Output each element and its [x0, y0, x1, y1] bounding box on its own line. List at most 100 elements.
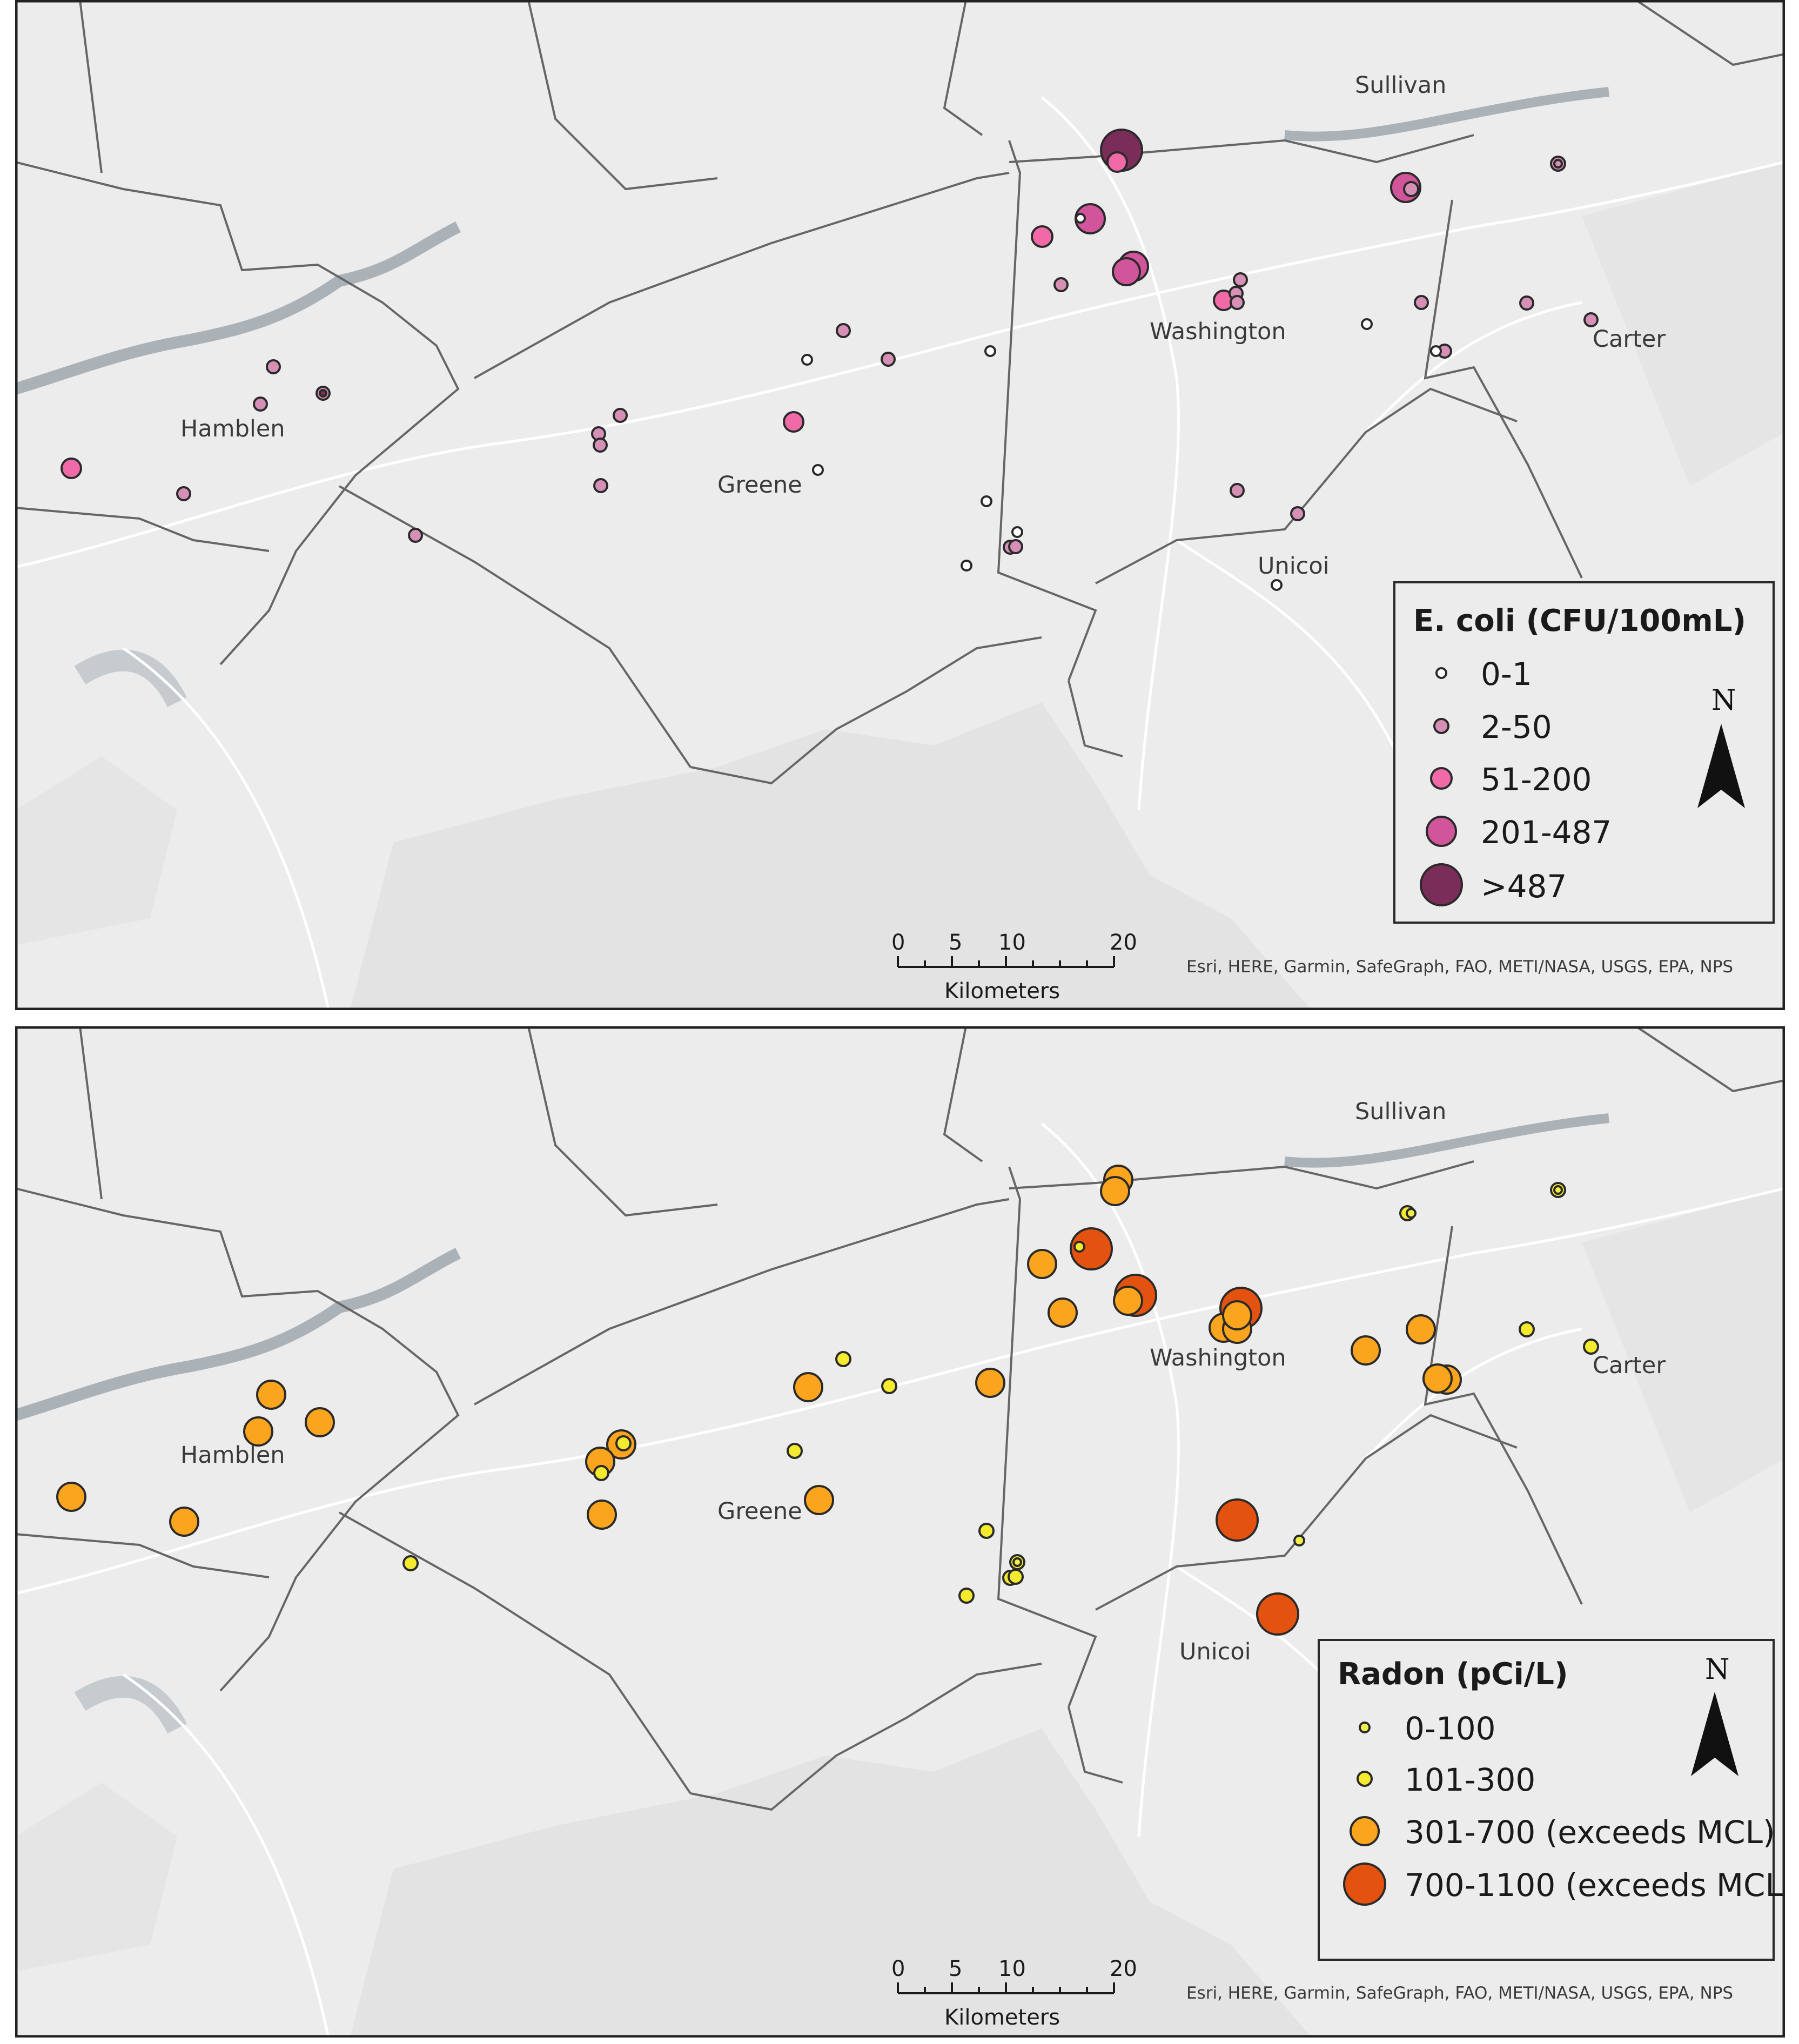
- place-label-greene: Greene: [717, 472, 802, 499]
- scale-bar: 0 5 10 20 Kilometers: [891, 1956, 1137, 2030]
- legend-symbol-700-1100: [1343, 1863, 1386, 1906]
- place-label-hamblen: Hamblen: [180, 415, 285, 442]
- place-label-sullivan: Sullivan: [1355, 1098, 1446, 1125]
- legend-symbol-gt487: [1420, 863, 1463, 906]
- ecoli-point: [1430, 345, 1442, 357]
- ecoli-point: [812, 464, 824, 476]
- legend-label: 2-50: [1481, 709, 1552, 745]
- place-label-unicoi: Unicoi: [1179, 1638, 1251, 1665]
- radon-point: [1027, 1249, 1057, 1279]
- radon-point: [1553, 1185, 1563, 1195]
- legend-label: >487: [1481, 868, 1567, 905]
- ecoli-point: [981, 495, 992, 507]
- attribution: Esri, HERE, Garmin, SafeGraph, FAO, METI…: [1186, 957, 1733, 977]
- radon-point: [1048, 1297, 1078, 1328]
- ecoli-point: [1106, 151, 1128, 173]
- legend-symbol-301-700: [1350, 1816, 1380, 1846]
- radon-point: [615, 1435, 632, 1451]
- ecoli-point: [1583, 312, 1599, 327]
- radon-point: [1293, 1535, 1305, 1547]
- radon-point: [1519, 1321, 1535, 1337]
- radon-point: [243, 1416, 273, 1447]
- legend-symbol-51-200: [1430, 767, 1453, 790]
- legend-label: 51-200: [1481, 761, 1592, 798]
- ecoli-point: [613, 408, 628, 423]
- place-label-carter: Carter: [1593, 326, 1666, 353]
- svg-text:20: 20: [1110, 1956, 1137, 1981]
- place-label-greene: Greene: [717, 1498, 802, 1525]
- radon-point: [787, 1443, 803, 1459]
- radon-point: [1012, 1557, 1022, 1567]
- svg-text:20: 20: [1110, 930, 1137, 955]
- radon-point: [593, 1465, 609, 1481]
- place-label-carter: Carter: [1593, 1352, 1666, 1379]
- attribution: Esri, HERE, Garmin, SafeGraph, FAO, METI…: [1186, 1984, 1733, 2003]
- ecoli-point: [266, 359, 281, 374]
- legend-symbol-2-50: [1433, 718, 1449, 734]
- ecoli-point: [984, 345, 996, 357]
- ecoli-point: [253, 396, 268, 412]
- radon-point: [835, 1351, 851, 1367]
- legend-label: 101-300: [1405, 1761, 1535, 1798]
- svg-text:5: 5: [949, 1956, 962, 1981]
- radon-point: [305, 1407, 335, 1437]
- ecoli-point: [408, 528, 423, 543]
- north-arrow-icon: N: [1691, 1653, 1738, 1776]
- radon-point: [587, 1500, 617, 1530]
- radon-point: [804, 1485, 834, 1515]
- svg-text:10: 10: [998, 930, 1026, 955]
- svg-text:0: 0: [891, 930, 905, 955]
- radon-point: [1422, 1363, 1453, 1394]
- ecoli-point: [1031, 225, 1053, 248]
- legend-symbol-101-300: [1357, 1771, 1373, 1787]
- place-label-washington: Washington: [1150, 318, 1286, 345]
- ecoli-point: [593, 438, 608, 453]
- svg-text:10: 10: [998, 1956, 1026, 1981]
- legend-title: E. coli (CFU/100mL): [1413, 603, 1746, 638]
- scale-bar: 0 5 10 20 Kilometers: [891, 930, 1137, 1004]
- ecoli-point: [1414, 295, 1429, 310]
- svg-text:5: 5: [949, 930, 962, 955]
- ecoli-point: [1008, 539, 1023, 554]
- radon-point: [975, 1368, 1005, 1398]
- ecoli-point: [836, 323, 851, 338]
- radon-point: [402, 1555, 419, 1571]
- legend-symbol-0-1: [1435, 667, 1447, 679]
- ecoli-point: [1230, 483, 1245, 498]
- place-label-unicoi: Unicoi: [1258, 553, 1330, 580]
- ecoli-point: [593, 478, 608, 493]
- ecoli-point: [1230, 295, 1245, 310]
- radon-point: [1351, 1335, 1381, 1366]
- legend-label: 700-1100 (exceeds MCL): [1405, 1867, 1785, 1904]
- ecoli-point: [1053, 277, 1069, 292]
- radon-point: [169, 1507, 199, 1537]
- radon-point: [958, 1588, 975, 1604]
- svg-text:0: 0: [891, 1956, 905, 1981]
- radon-point: [1216, 1498, 1259, 1542]
- ecoli-point: [176, 486, 191, 501]
- radon-point: [1073, 1241, 1085, 1253]
- radon-point: [1070, 1227, 1113, 1270]
- radon-point: [1583, 1339, 1599, 1355]
- legend-symbol-0-100: [1359, 1722, 1371, 1733]
- legend-label: 0-1: [1481, 656, 1532, 692]
- ecoli-map: Sullivan Washington Carter Hamblen Green…: [15, 0, 1785, 1010]
- radon-map: Sullivan Washington Carter Hamblen Green…: [15, 1026, 1785, 2038]
- radon-legend: Radon (pCi/L) 0-100 101-300 301-700 (exc…: [1318, 1639, 1785, 1961]
- radon-point: [1113, 1286, 1143, 1316]
- radon-point: [881, 1378, 897, 1394]
- legend-label: 0-100: [1405, 1710, 1496, 1747]
- ecoli-point: [1233, 272, 1248, 287]
- radon-point: [793, 1372, 823, 1402]
- svg-text:N: N: [1711, 684, 1736, 717]
- radon-point: [1008, 1569, 1024, 1585]
- radon-point: [1406, 1314, 1436, 1344]
- ecoli-point: [1075, 213, 1086, 224]
- ecoli-point: [881, 352, 896, 367]
- ecoli-point: [1011, 526, 1023, 538]
- legend-symbol-201-487: [1426, 816, 1457, 847]
- radon-point: [256, 1380, 286, 1410]
- ecoli-point: [1361, 318, 1373, 330]
- ecoli-point: [1290, 506, 1305, 521]
- place-label-hamblen: Hamblen: [180, 1442, 285, 1469]
